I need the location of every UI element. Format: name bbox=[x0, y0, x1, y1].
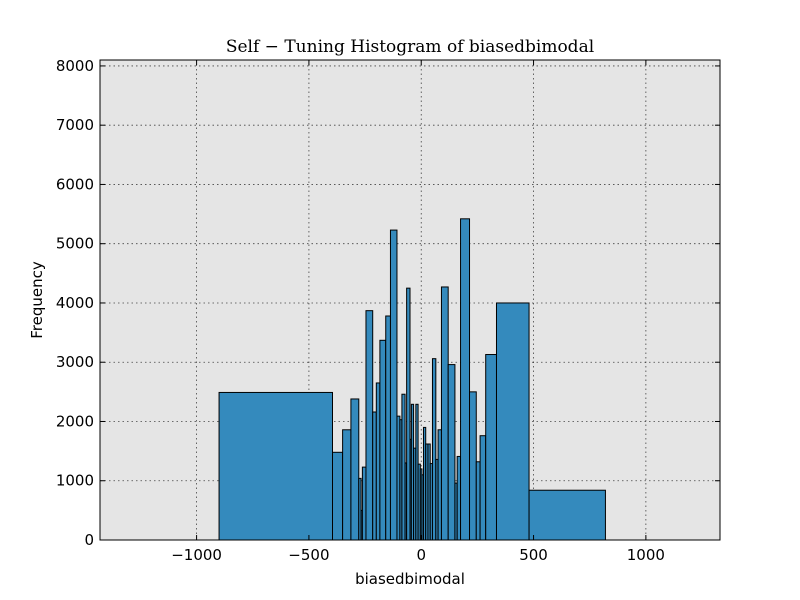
histogram-bar bbox=[440, 286, 449, 541]
x-axis-label: biasedbimodal bbox=[355, 570, 465, 588]
x-tick-label: 0 bbox=[416, 546, 426, 564]
tick-marks bbox=[100, 60, 720, 541]
histogram-bar bbox=[389, 229, 398, 541]
histogram-bar bbox=[475, 461, 481, 541]
y-tick-label: 7000 bbox=[56, 116, 94, 134]
histogram-bar bbox=[460, 218, 471, 541]
histogram-bar bbox=[350, 398, 360, 541]
y-axis-tick-labels: 0 1000 2000 3000 4000 5000 6000 7000 8000 bbox=[56, 57, 94, 549]
histogram-bar bbox=[372, 411, 377, 541]
histogram-bar bbox=[437, 429, 442, 541]
x-tick-label: −500 bbox=[288, 546, 329, 564]
histogram-bar bbox=[479, 435, 487, 541]
histogram-bar bbox=[469, 391, 477, 541]
y-tick-label: 1000 bbox=[56, 472, 94, 490]
histogram-bar bbox=[431, 358, 437, 541]
histogram-bar bbox=[406, 287, 411, 541]
y-axis-label: Frequency bbox=[28, 261, 46, 339]
x-tick-label: 500 bbox=[519, 546, 548, 564]
x-tick-label: 1000 bbox=[627, 546, 665, 564]
y-tick-label: 5000 bbox=[56, 235, 94, 253]
histogram-bar bbox=[385, 315, 391, 541]
y-tick-label: 0 bbox=[84, 531, 94, 549]
x-axis-tick-labels: −1000 −500 0 500 1000 bbox=[171, 546, 665, 564]
histogram-bar bbox=[447, 364, 456, 541]
histogram-bar bbox=[218, 391, 333, 541]
chart-title: Self − Tuning Histogram of biasedbimodal bbox=[226, 37, 594, 57]
histogram-bar bbox=[456, 455, 462, 541]
histogram-bar bbox=[375, 382, 381, 541]
y-tick-label: 6000 bbox=[56, 175, 94, 193]
histogram-bar bbox=[495, 302, 530, 541]
histogram-bar bbox=[365, 310, 374, 541]
histogram-bars bbox=[218, 218, 606, 541]
histogram-bar bbox=[332, 451, 344, 541]
y-tick-label: 3000 bbox=[56, 353, 94, 371]
histogram-bar bbox=[361, 466, 367, 541]
y-tick-label: 4000 bbox=[56, 294, 94, 312]
histogram-bar bbox=[342, 429, 352, 541]
grid bbox=[100, 60, 720, 541]
x-tick-label: −1000 bbox=[171, 546, 222, 564]
plot-frame bbox=[99, 59, 721, 541]
y-tick-label: 2000 bbox=[56, 412, 94, 430]
y-tick-label: 8000 bbox=[56, 57, 94, 75]
histogram-bar bbox=[379, 339, 387, 541]
histogram-bar bbox=[485, 354, 497, 541]
histogram-bar bbox=[528, 489, 606, 541]
